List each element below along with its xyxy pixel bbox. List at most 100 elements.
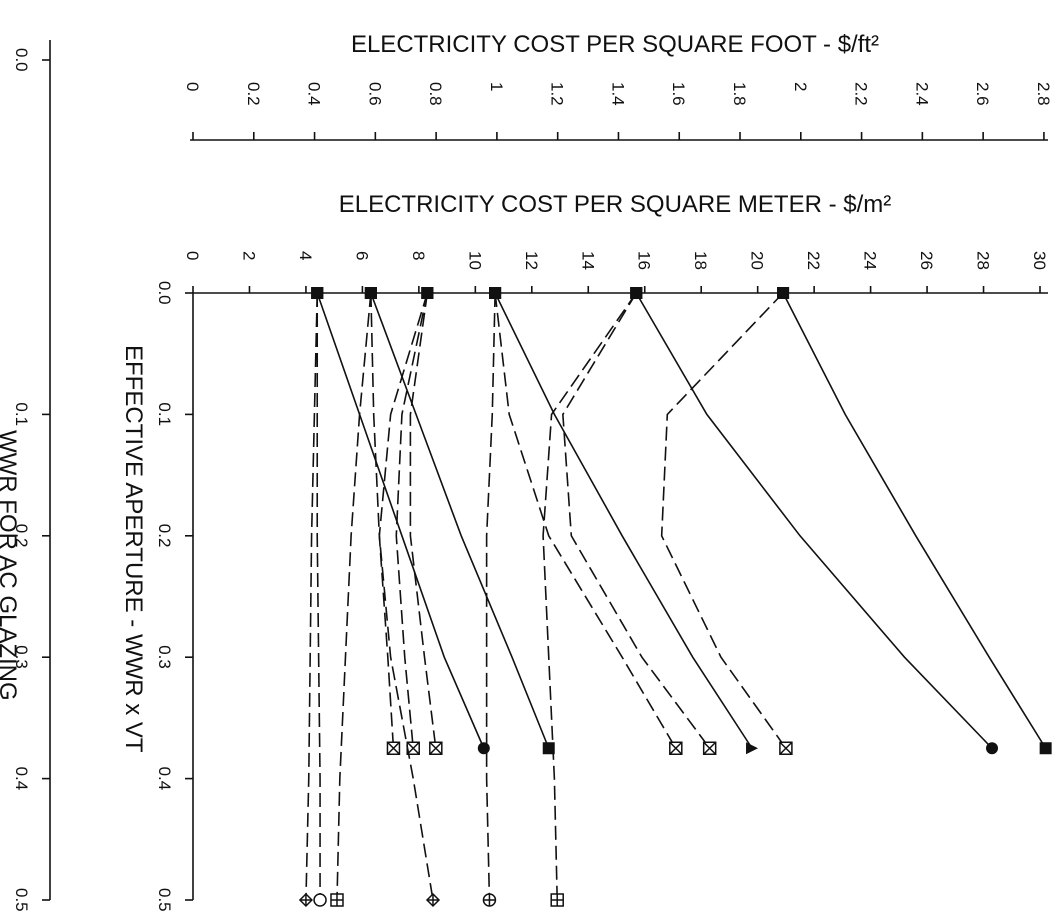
x2-tick-label: 0 [183,82,202,91]
marker [298,892,313,908]
x-tick-label: 6 [352,251,371,260]
marker [702,741,717,755]
x-tick-label: 0 [183,251,202,260]
marker-part [421,287,434,299]
y2-tick-label: 0.0 [12,48,31,72]
marker [429,741,443,755]
x2-tick-label: 1.8 [730,82,749,106]
x-tick-label: 22 [804,251,823,270]
series-line [494,292,753,749]
y-tick-label: 0.5 [155,888,174,912]
marker [406,741,420,755]
marker [746,742,759,755]
marker-part [489,287,502,299]
y2-tick-label: 0.3 [12,645,31,669]
x-tick-label: 4 [296,251,315,260]
series-line [562,292,711,749]
marker-part [1039,742,1052,755]
series-line [485,292,496,901]
marker-part [364,287,377,299]
x2-tick-label: 2.6 [973,82,992,106]
marker-part [777,287,790,299]
marker-part [669,741,683,755]
y2-tick-label: 0.2 [12,524,31,548]
y-tick-label: 0.0 [155,281,174,305]
marker-part [542,742,555,755]
x-tick-label: 16 [635,251,654,270]
y2-tick-label: 0.1 [12,402,31,426]
x2-tick-label: 0.6 [365,82,384,106]
x-tick-label: 20 [748,251,767,270]
marker [1039,742,1052,755]
x-tick-label: 10 [465,251,484,270]
x2-tick-label: 0.4 [305,82,324,106]
x2-tick-label: 1 [487,82,506,91]
y-tick-label: 0.4 [155,767,174,791]
x2-tick-label: 2 [791,82,810,91]
x-tick-label: 8 [409,251,428,260]
marker-part [330,894,343,906]
y2-tick-label: 0.4 [12,767,31,791]
marker [986,742,999,755]
x2-tick-label: 1.2 [548,82,567,106]
series-line [660,292,787,749]
marker [777,287,790,299]
y2-axis-title: WWR FOR AC GLAZING [0,430,21,701]
x-tick-label: 24 [861,251,880,270]
x2-tick-label: 0.2 [244,82,263,106]
marker-part [551,894,564,906]
marker-part [311,287,324,299]
x-tick-label: 26 [917,251,936,270]
marker-part [429,741,443,755]
series-line [409,292,437,749]
series-line [316,293,321,900]
marker-part [406,741,420,755]
x-tick-label: 2 [239,251,258,260]
x-tick-label: 12 [522,251,541,270]
marker-part [426,894,439,906]
x2-tick-label: 0.8 [426,82,445,106]
marker [330,893,344,907]
y-tick-label: 0.3 [155,645,174,669]
marker [489,287,502,299]
marker-part [703,741,717,755]
marker [542,742,555,755]
marker [630,287,643,299]
x-tick-label: 14 [578,251,597,270]
marker-part [746,742,759,755]
y2-tick-label: 0.5 [12,888,31,912]
series-line [370,292,550,749]
marker [550,893,564,907]
marker-part [986,742,999,755]
x2-tick-label: 2.8 [1034,82,1053,106]
series-line [782,292,1047,749]
marker [669,741,683,755]
marker [425,892,441,908]
x-tick-label: 28 [974,251,993,270]
marker [482,893,497,907]
x2-axis-title: ELECTRICITY COST PER SQUARE FOOT - $/ft² [351,31,879,58]
marker-part [477,742,490,755]
y-axis-title: EFFECTIVE APERTURE - WWR x VT [120,345,147,753]
marker-part [386,741,400,755]
marker [313,893,327,907]
series-line [542,292,637,901]
x-tick-label: 18 [691,251,710,270]
x2-tick-label: 1.6 [669,82,688,106]
marker [421,287,434,299]
series-line [336,292,372,901]
series-line [395,292,429,749]
x2-tick-label: 1.4 [608,82,627,106]
series-line [316,292,485,749]
y-tick-label: 0.1 [155,402,174,426]
x2-tick-label: 2.4 [912,82,931,106]
marker [311,287,324,299]
marker-part [779,741,793,755]
marker-part [299,894,312,906]
series-line [635,292,993,749]
marker-part [483,894,496,906]
marker-part [313,893,327,907]
marker [779,741,793,755]
series-line [378,292,434,901]
x-tick-label: 30 [1030,251,1049,270]
